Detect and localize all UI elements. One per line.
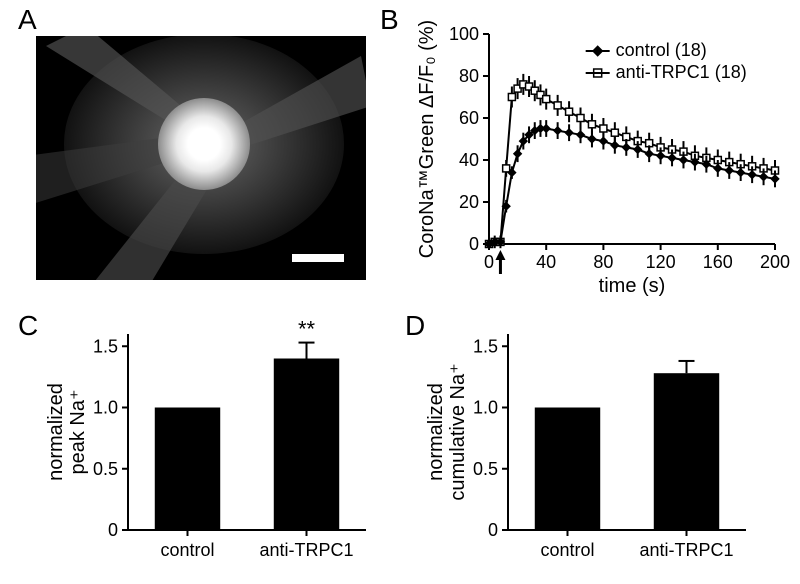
svg-text:0.5: 0.5 (473, 459, 498, 479)
svg-text:80: 80 (459, 66, 479, 86)
panel-label-a: A (18, 4, 37, 36)
svg-text:0.5: 0.5 (93, 459, 118, 479)
svg-text:control (18): control (18) (616, 40, 707, 60)
scale-bar (292, 254, 344, 262)
svg-text:control: control (160, 540, 214, 560)
svg-text:0: 0 (488, 520, 498, 540)
svg-text:anti-TRPC1: anti-TRPC1 (639, 540, 733, 560)
line-chart-svg: 02040608010004080120160200time (s)CoroNa… (415, 18, 785, 298)
svg-text:1.0: 1.0 (473, 398, 498, 418)
bar-chart-panel-d: 00.51.01.5controlanti-TRPC1normalizedcum… (430, 320, 760, 570)
svg-text:200: 200 (760, 252, 790, 272)
bar-chart-svg-d: 00.51.01.5controlanti-TRPC1normalizedcum… (430, 320, 760, 570)
bar-chart-svg-c: 00.51.01.5controlanti-TRPC1**normalizedp… (50, 320, 380, 570)
svg-text:anti-TRPC1 (18): anti-TRPC1 (18) (616, 62, 747, 82)
bar-chart-panel-c: 00.51.01.5controlanti-TRPC1**normalizedp… (50, 320, 380, 570)
svg-text:**: ** (298, 317, 316, 342)
panel-label-b: B (380, 4, 399, 36)
svg-text:normalizedcumulative Na⁺: normalizedcumulative Na⁺ (425, 363, 469, 500)
svg-text:20: 20 (459, 192, 479, 212)
svg-text:0: 0 (484, 252, 494, 272)
svg-text:160: 160 (703, 252, 733, 272)
svg-text:1.5: 1.5 (93, 336, 118, 356)
svg-text:1.5: 1.5 (473, 336, 498, 356)
micrograph-svg (36, 36, 366, 280)
panel-label-d: D (405, 310, 425, 342)
svg-text:40: 40 (459, 150, 479, 170)
svg-text:100: 100 (449, 24, 479, 44)
micrograph-panel (36, 36, 366, 280)
svg-text:1.0: 1.0 (93, 398, 118, 418)
svg-text:normalizedpeak Na⁺: normalizedpeak Na⁺ (45, 383, 89, 481)
svg-text:0: 0 (469, 234, 479, 254)
svg-text:time (s): time (s) (599, 275, 666, 297)
svg-text:anti-TRPC1: anti-TRPC1 (259, 540, 353, 560)
svg-text:60: 60 (459, 108, 479, 128)
svg-text:CoroNa™Green ΔF/F₀ (%): CoroNa™Green ΔF/F₀ (%) (416, 20, 438, 258)
svg-text:120: 120 (646, 252, 676, 272)
svg-text:control: control (540, 540, 594, 560)
panel-label-c: C (18, 310, 38, 342)
svg-text:80: 80 (593, 252, 613, 272)
svg-text:40: 40 (536, 252, 556, 272)
svg-text:0: 0 (108, 520, 118, 540)
line-chart-panel-b: 02040608010004080120160200time (s)CoroNa… (415, 18, 785, 298)
